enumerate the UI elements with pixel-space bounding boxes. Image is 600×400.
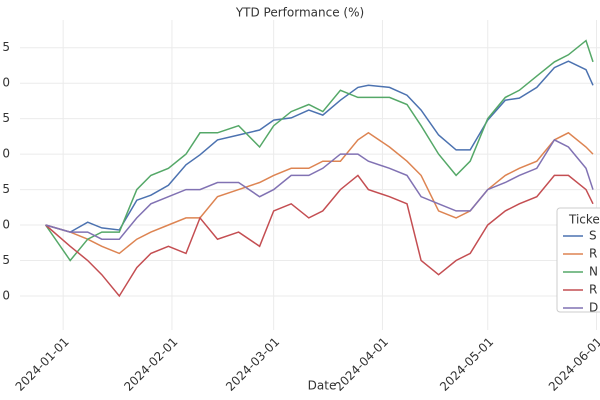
series-line: [45, 138, 594, 240]
legend-label: R: [589, 247, 597, 261]
x-tick-label: 2024-01-01: [13, 335, 72, 394]
series-line: [45, 60, 594, 233]
x-tick-label: 2024-05-01: [437, 335, 496, 394]
series-line: [45, 174, 594, 298]
series-line: [44, 39, 594, 262]
x-tick-label: 2024-02-01: [121, 335, 180, 394]
y-tick-label: 0: [2, 218, 10, 232]
y-tick-label: 5: [2, 182, 10, 196]
y-tick-label: 5: [2, 111, 10, 125]
y-tick-label: 0: [2, 76, 10, 90]
x-tick-label: 2024-06-01: [546, 335, 600, 394]
y-tick-label: 5: [2, 40, 10, 54]
chart-title: YTD Performance (%): [235, 6, 364, 20]
legend-title: Ticke: [568, 213, 600, 227]
legend-label: R: [589, 283, 597, 297]
x-tick-label: 2024-03-01: [223, 335, 282, 394]
legend-box: [556, 207, 600, 313]
legend-label: D: [589, 301, 598, 315]
y-tick-label: 5: [2, 253, 10, 267]
legend-label: S: [589, 229, 597, 243]
legend-label: N: [589, 265, 598, 279]
series-line: [45, 131, 594, 255]
x-axis-label: Date: [308, 379, 337, 393]
y-tick-label: 0: [2, 147, 10, 161]
y-tick-label: 0: [2, 288, 10, 302]
x-tick-label: 2024-04-01: [332, 335, 391, 394]
